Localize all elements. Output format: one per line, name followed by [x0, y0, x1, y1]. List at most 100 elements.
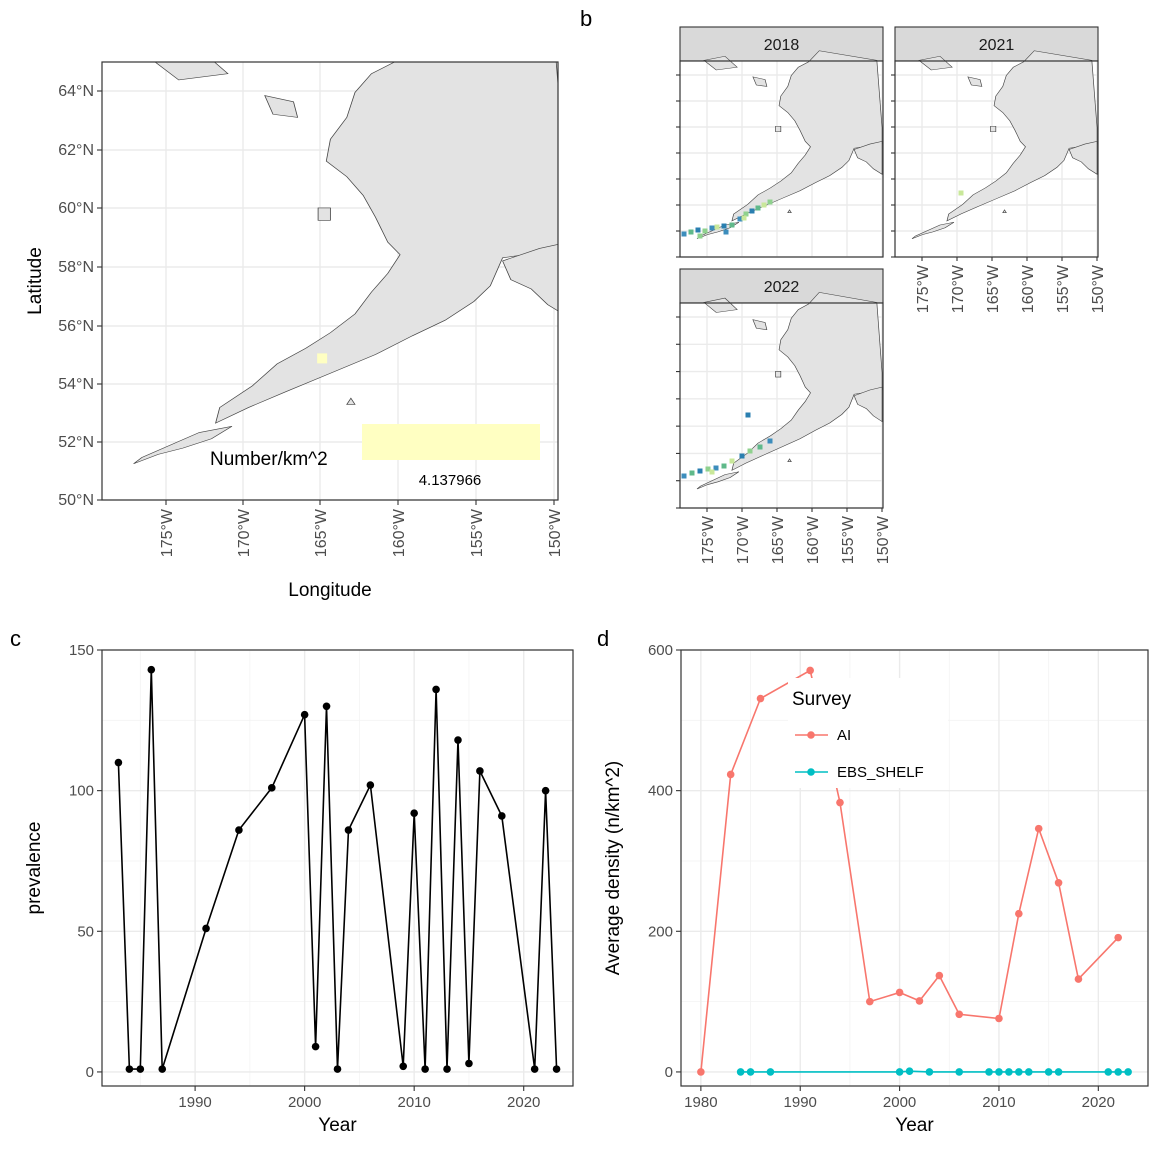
facet-plot-border: [679, 60, 884, 258]
facet-x-tick-label: 165°W: [985, 264, 1002, 313]
series-ai-line: [700, 669, 1119, 1072]
panel-d-x-tick-label: 2010: [982, 1094, 1015, 1111]
panel-a-x-tick-label: 155°W: [469, 508, 486, 557]
legend-label: EBS_SHELF: [837, 764, 924, 781]
panel-c-x-tick-label: 1990: [178, 1094, 211, 1111]
series-ebs-shelf-point: [895, 1068, 904, 1076]
panel-a-y-tick-label: 54°N: [58, 376, 94, 393]
facet-x-tick-label: 170°W: [735, 515, 752, 564]
density-point: [697, 233, 703, 239]
panel-d-x-tick-label: 1980: [684, 1094, 717, 1111]
series-ai-point: [806, 666, 814, 675]
series-ebs-shelf-point: [905, 1067, 914, 1076]
facet-x-tick-label: 160°W: [1020, 264, 1037, 313]
prevalence-series-point: [322, 702, 331, 711]
prevalence-series-point: [125, 1065, 134, 1073]
density-point: [713, 465, 719, 471]
density-point: [689, 470, 695, 476]
facet-mask-right: [883, 61, 895, 257]
prevalence-series-point: [465, 1059, 473, 1068]
prevalence-series-point: [235, 826, 243, 834]
prevalence-series-point: [443, 1065, 451, 1073]
prevalence-series-point: [552, 1065, 561, 1073]
series-ebs-shelf-line: [740, 1070, 1129, 1073]
panel-a-mask-right: [558, 40, 579, 510]
legend-value: 4.137966: [419, 472, 482, 489]
series-ebs-shelf-point: [1124, 1068, 1132, 1076]
panel-a-x-axis-title: Longitude: [288, 580, 371, 601]
panel-a-x-tick-label: 175°W: [159, 508, 176, 557]
facet-strip-label: 2018: [764, 37, 800, 54]
prevalence-series-point: [114, 758, 123, 767]
prevalence-series-point: [399, 1062, 408, 1071]
density-point: [709, 469, 715, 475]
series-ebs-shelf-point: [1005, 1068, 1013, 1076]
density-point: [681, 231, 687, 237]
prevalence-series-point: [158, 1065, 167, 1073]
density-point: [958, 190, 964, 196]
density-point: [723, 229, 729, 235]
panel-label-c: c: [10, 626, 21, 651]
prevalence-series-point: [454, 736, 462, 744]
panel-d-legend: Survey AI EBS_SHELF: [788, 678, 948, 788]
density-point: [767, 438, 773, 444]
panel-d-x-axis-title: Year: [895, 1115, 934, 1136]
prevalence-series-point: [476, 767, 484, 775]
density-point: [714, 224, 720, 230]
panel-a-y-tick-label: 56°N: [58, 318, 94, 335]
panel-a-map: 175°W 170°W 165°W 160°W 155°W 150°W 64°N 62°N 60…: [0, 0, 580, 601]
panel-c-x-tick-label: 2010: [397, 1094, 430, 1111]
panel-label-b: b: [580, 6, 592, 31]
density-point: [681, 473, 687, 479]
series-ai-point: [865, 997, 874, 1006]
facet-x-tick-label: 175°W: [700, 515, 717, 564]
prevalence-series-point: [410, 809, 418, 817]
series-ebs-shelf-point: [995, 1068, 1003, 1076]
facet-plot-border: [679, 302, 884, 509]
density-point: [695, 227, 701, 233]
facet-x-tick-label: 155°W: [1055, 264, 1072, 313]
panel-d-plot-border: [680, 649, 1149, 1087]
facet-x-tick-label: 170°W: [950, 264, 967, 313]
legend-title: Number/km^2: [210, 449, 328, 470]
prevalence-series-point: [432, 685, 440, 694]
panel-c-prevalence: 1990 2000 2010 2020 0 50 100 150 Year prevalence: [24, 642, 574, 1136]
prevalence-series-point: [541, 786, 550, 795]
panel-a-y-tick-label: 58°N: [58, 259, 94, 276]
density-point: [729, 222, 735, 228]
prevalence-series-point: [530, 1065, 539, 1073]
density-point: [755, 205, 761, 211]
series-ai-point: [697, 1068, 705, 1076]
density-point: [317, 353, 328, 364]
series-ebs-shelf-point: [1114, 1068, 1122, 1076]
panel-a-y-axis-title: Latitude: [25, 247, 46, 315]
facet-x-tick-label: 150°W: [1090, 264, 1107, 313]
panel-d-y-tick-label: 600: [648, 642, 673, 659]
series-ebs-shelf-point: [746, 1068, 755, 1076]
panel-d-density: 1980 1990 2000 2010 2020 0 200 400 600 Year Averag…: [603, 642, 1149, 1136]
facet-mask-right: [883, 303, 895, 508]
legend-label: AI: [837, 727, 851, 744]
facet-2021: 2021: [891, 27, 1110, 257]
panel-c-plot-bg: [102, 650, 573, 1086]
density-point: [741, 215, 747, 221]
density-point: [709, 225, 715, 231]
panel-d-y-tick-label: 400: [648, 783, 673, 800]
series-ebs-shelf-point: [1054, 1068, 1063, 1076]
panel-d-y-tick-label: 0: [665, 1064, 673, 1081]
prevalence-series-point: [267, 784, 276, 792]
series-ebs-shelf-point: [985, 1068, 993, 1076]
facet-plot-border: [894, 60, 1099, 258]
density-point: [747, 448, 753, 454]
legend-background: [788, 678, 948, 788]
panel-d-x-tick-label: 1990: [784, 1094, 817, 1111]
panel-c-x-tick-label: 2000: [288, 1094, 321, 1111]
density-point: [739, 453, 745, 459]
prevalence-series-point: [202, 924, 210, 933]
legend-title: Survey: [792, 689, 852, 710]
panel-c-y-axis-title: prevalence: [24, 822, 45, 915]
density-point: [705, 466, 711, 472]
panel-c-plot-border: [101, 649, 574, 1087]
prevalence-series-point: [366, 781, 375, 789]
prevalence-series-point: [136, 1065, 145, 1073]
